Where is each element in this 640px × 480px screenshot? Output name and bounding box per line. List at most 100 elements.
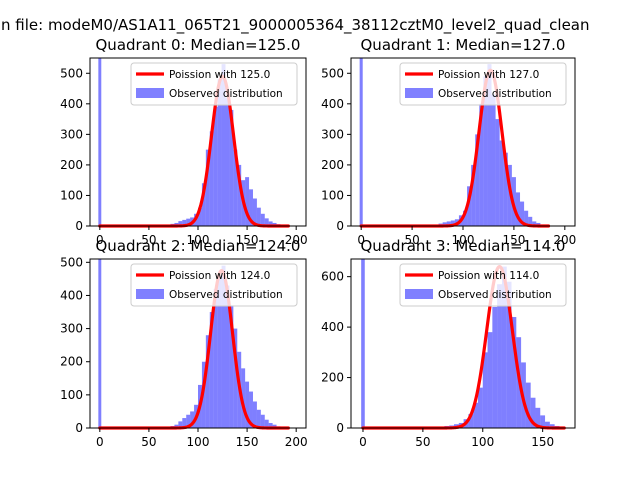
histogram-bar: [511, 317, 517, 428]
histogram-bar: [268, 423, 273, 428]
histogram-bar: [209, 131, 214, 226]
histogram-bar: [245, 177, 250, 226]
y-tick-label: 400: [321, 320, 344, 334]
histogram-bar: [186, 218, 191, 226]
y-tick-label: 400: [321, 97, 344, 111]
histogram-bar: [528, 216, 533, 226]
y-tick-label: 500: [60, 66, 83, 80]
histogram-bar: [213, 288, 218, 428]
legend-box: [399, 62, 567, 106]
y-tick-label: 200: [60, 355, 83, 369]
histogram-bar: [540, 415, 546, 428]
subplot-title: Quadrant 2: Median=124.0: [96, 237, 301, 255]
legend-label-observed: Observed distribution: [169, 88, 283, 100]
histogram-bar-spike: [98, 259, 102, 428]
figure-suptitle: n file: modeM0/AS1A11_065T21_9000005364_…: [1, 16, 590, 35]
histogram-bar: [268, 221, 273, 226]
histogram-bar: [503, 152, 508, 226]
legend-label-observed: Observed distribution: [438, 88, 552, 100]
histogram-bar: [252, 401, 257, 428]
histogram-bar: [471, 164, 476, 226]
y-tick-label: 0: [75, 219, 83, 233]
histogram-bar: [252, 198, 257, 226]
histogram-bar: [229, 109, 234, 226]
x-tick-label: 150: [236, 435, 259, 449]
y-tick-label: 500: [321, 66, 344, 80]
x-tick-label: 0: [359, 435, 367, 449]
histogram-bar: [264, 218, 269, 226]
histogram-bar: [241, 368, 246, 428]
legend-box: [130, 263, 298, 307]
x-tick-label: 150: [531, 435, 554, 449]
y-tick-label: 400: [60, 288, 83, 302]
histogram-bar: [450, 220, 455, 226]
histogram-bar: [178, 221, 183, 226]
x-tick-label: 200: [285, 233, 308, 247]
x-tick-label: 100: [452, 233, 475, 247]
histogram-bar: [532, 221, 537, 226]
x-tick-label: 0: [96, 233, 104, 247]
y-tick-label: 200: [321, 371, 344, 385]
histogram-bar: [233, 149, 238, 226]
y-tick-label: 500: [60, 255, 83, 269]
legend-label-poisson: Poission with 114.0: [438, 270, 539, 282]
x-tick-label: 50: [415, 435, 430, 449]
histogram-bar: [186, 414, 191, 428]
histogram-bar: [213, 106, 218, 226]
subplot-quadrant-1: 0 50 100 150 200 0 100 200 300 400 500 Quadrant 1: …: [321, 36, 576, 247]
x-tick-label: 0: [357, 233, 365, 247]
legend-label-poisson: Poission with 127.0: [438, 69, 539, 81]
x-tick-label: 150: [502, 233, 525, 247]
histogram-bar: [535, 407, 541, 428]
legend: Poission with 114.0 Observed distribution: [399, 263, 567, 307]
y-tick-label: 200: [321, 158, 344, 172]
legend-box: [130, 62, 298, 106]
histogram-bar: [260, 213, 265, 226]
x-tick-label: 50: [141, 435, 156, 449]
histogram-bar: [174, 424, 179, 428]
histogram-bar: [549, 424, 555, 428]
x-tick-label: 100: [187, 435, 210, 449]
x-tick-label: 150: [236, 233, 259, 247]
histogram-bar: [525, 382, 531, 428]
y-tick-label: 100: [321, 188, 344, 202]
histogram-bar: [260, 414, 265, 428]
histogram-bar: [483, 76, 488, 226]
x-tick-label: 0: [96, 435, 104, 449]
y-tick-label: 200: [60, 158, 83, 172]
legend-bar-swatch: [136, 289, 164, 299]
histogram-bar: [221, 265, 226, 428]
x-tick-label: 50: [404, 233, 419, 247]
histogram-bar: [198, 207, 202, 226]
subplot-quadrant-2: 0 50 100 150 200 0 100 200 300 400 500 Quadrant 2: …: [60, 237, 308, 449]
legend-label-observed: Observed distribution: [438, 289, 552, 301]
x-tick-label: 200: [285, 435, 308, 449]
y-tick-label: 100: [60, 388, 83, 402]
histogram-bar-spike: [359, 58, 363, 226]
histogram-bar: [229, 305, 234, 428]
histogram-bar: [217, 275, 222, 428]
histogram-bar: [530, 397, 536, 428]
histogram-bar: [506, 281, 512, 428]
histogram-bar: [217, 79, 222, 226]
histogram-bar: [495, 119, 500, 226]
axes-frame: [350, 258, 576, 429]
histogram-bar: [205, 149, 210, 226]
subplot-title: Quadrant 0: Median=125.0: [96, 36, 301, 54]
legend-label-poisson: Poission with 124.0: [169, 270, 270, 282]
y-tick-label: 0: [75, 421, 83, 435]
histogram-bar: [467, 186, 472, 226]
histogram-bar: [515, 192, 521, 226]
histogram-bar: [256, 409, 261, 428]
legend-box: [399, 263, 567, 307]
histogram-bar: [545, 421, 550, 428]
histogram-bar: [225, 285, 230, 428]
y-tick-label: 400: [60, 97, 83, 111]
y-tick-label: 300: [321, 127, 344, 141]
histogram-bar: [475, 134, 480, 226]
histogram-bar: [264, 419, 269, 428]
histogram-bar: [237, 164, 242, 226]
y-tick-label: 300: [60, 127, 83, 141]
histogram-bar: [442, 222, 447, 226]
